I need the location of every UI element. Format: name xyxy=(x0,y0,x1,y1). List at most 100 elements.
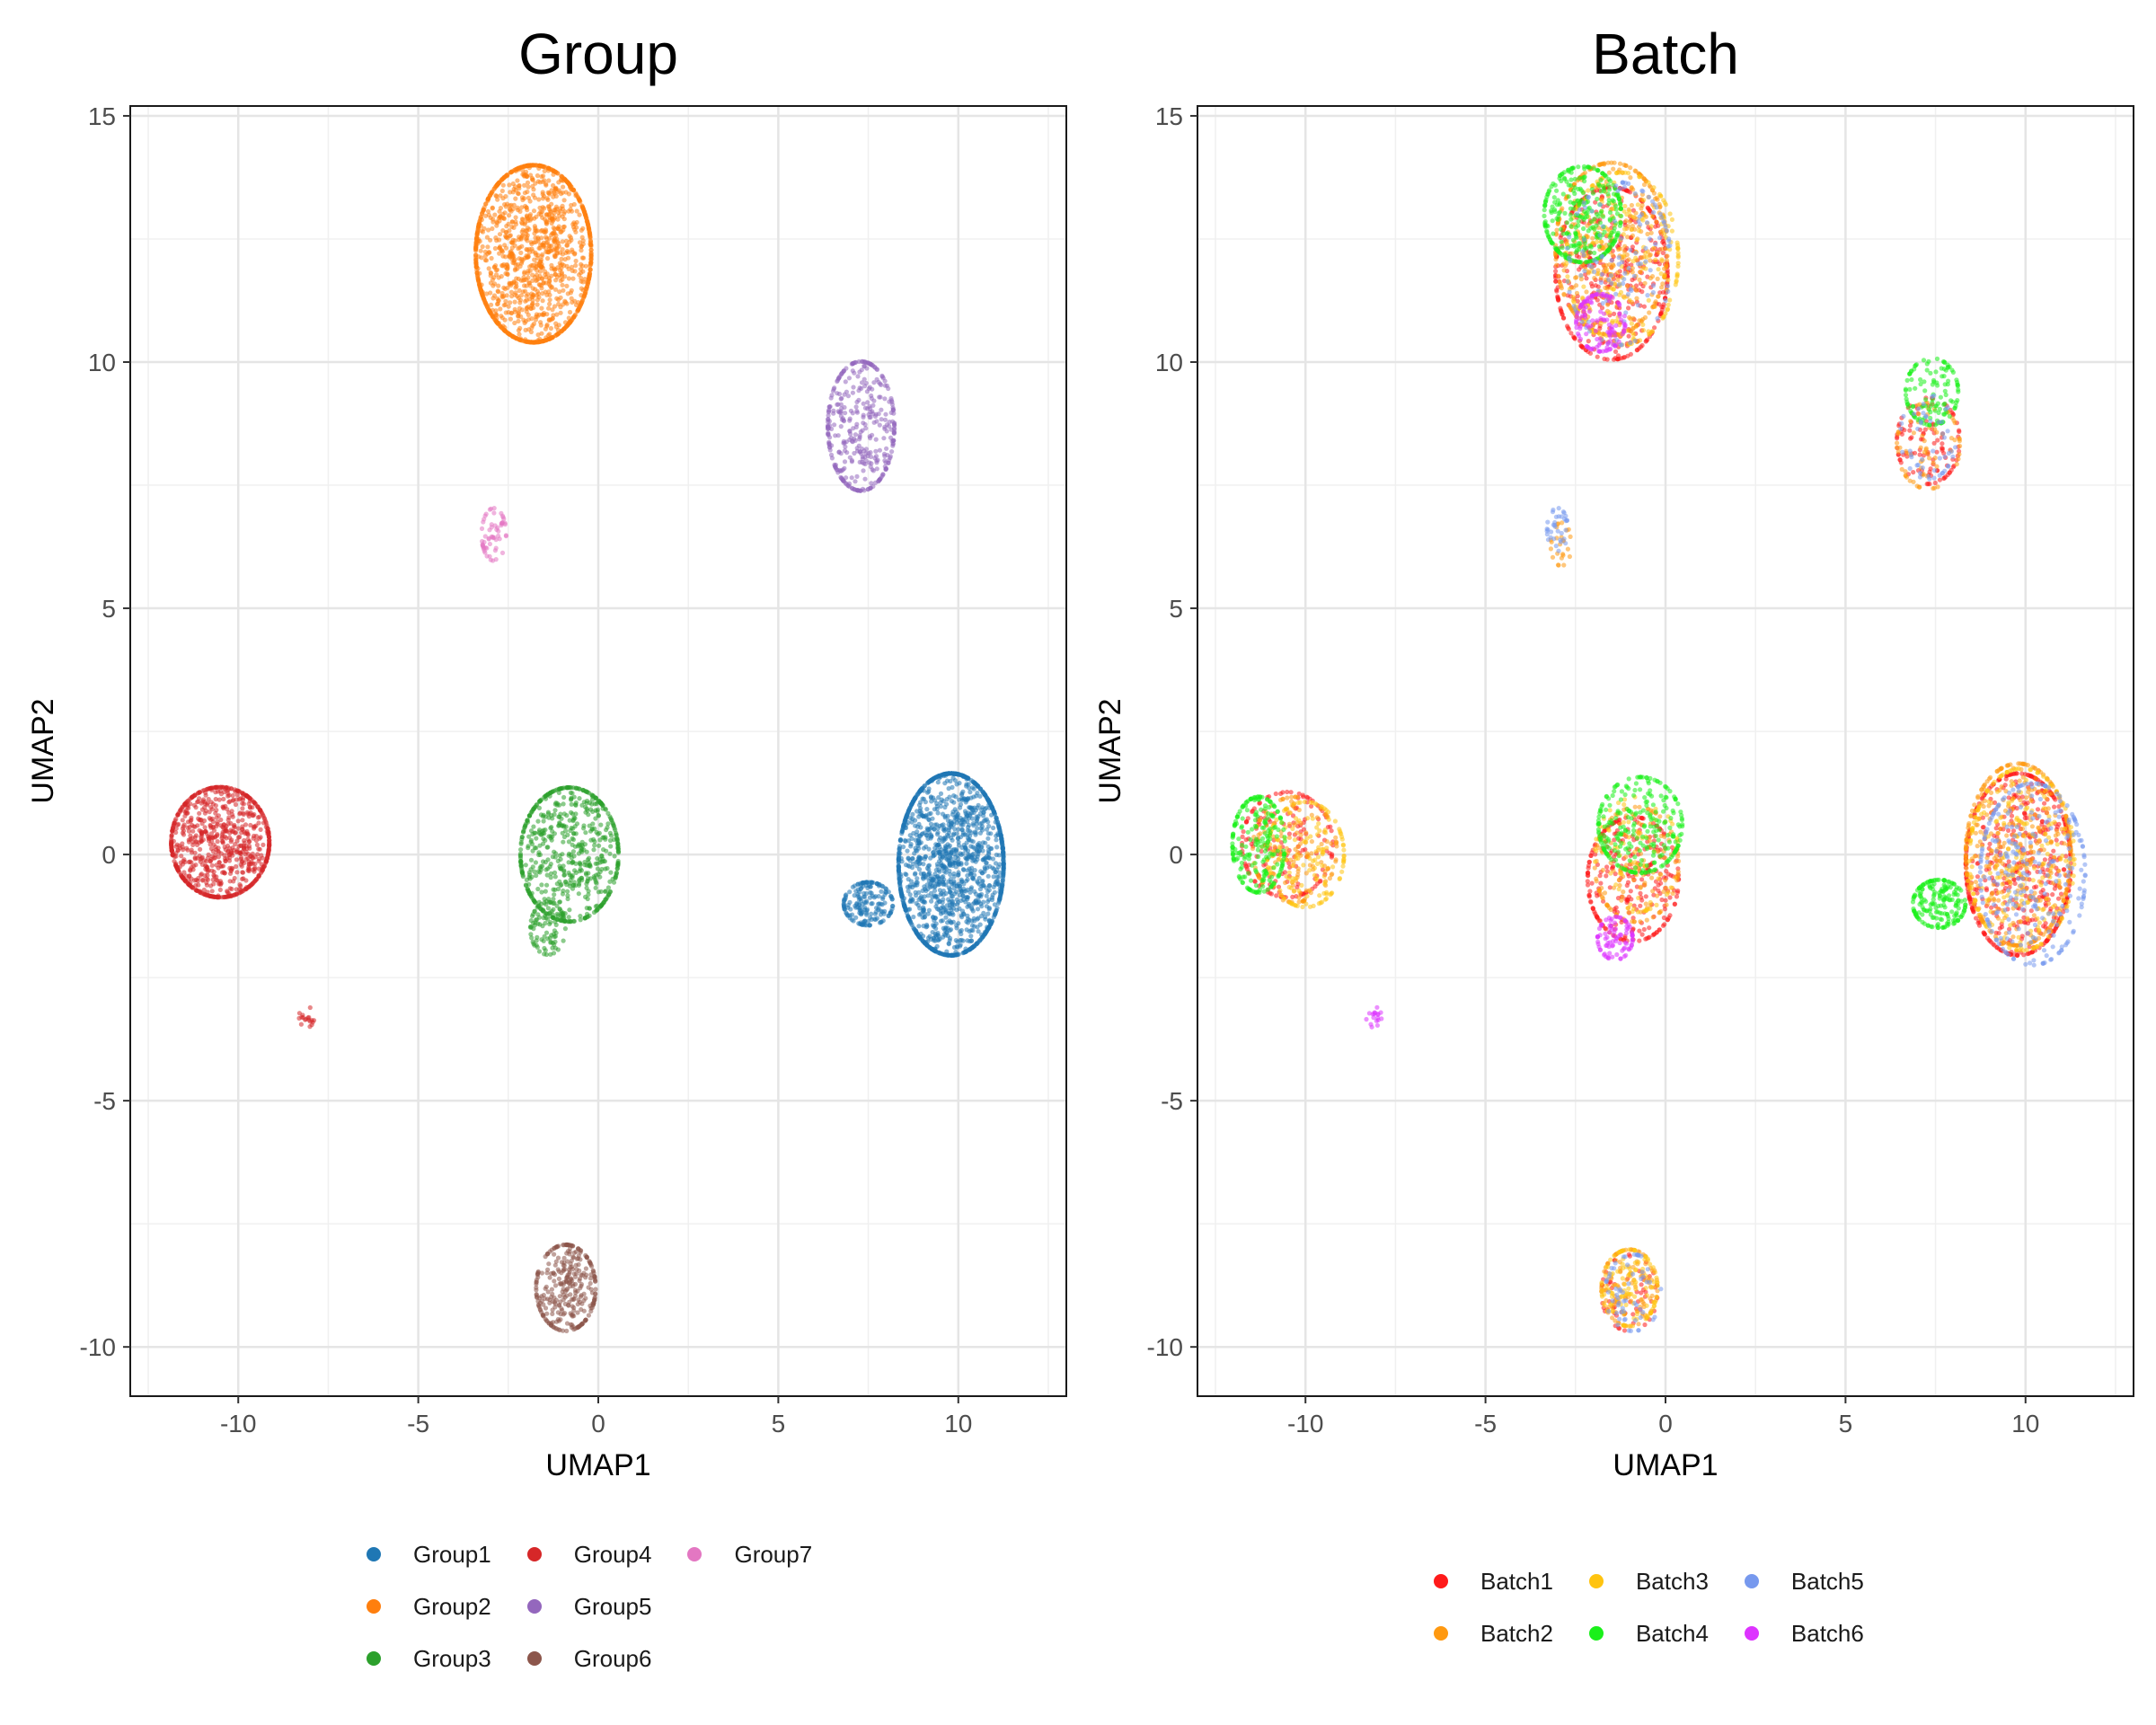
point xyxy=(845,902,851,908)
point xyxy=(943,924,949,931)
point xyxy=(949,907,954,913)
point xyxy=(560,214,565,219)
point xyxy=(487,193,492,199)
point xyxy=(187,825,192,830)
point xyxy=(209,889,215,894)
point xyxy=(993,911,998,917)
point xyxy=(926,818,932,823)
point xyxy=(266,829,271,836)
point xyxy=(224,894,229,899)
point xyxy=(941,904,946,910)
point xyxy=(951,771,957,776)
point xyxy=(937,854,943,860)
point xyxy=(946,897,951,902)
point xyxy=(266,850,271,855)
point xyxy=(218,817,224,823)
point xyxy=(935,780,941,785)
point xyxy=(973,859,978,864)
point xyxy=(607,889,613,895)
point xyxy=(517,186,522,191)
point xyxy=(857,902,862,907)
point xyxy=(543,930,550,935)
point xyxy=(997,830,1003,836)
point xyxy=(972,924,977,929)
point xyxy=(533,860,539,865)
point xyxy=(950,898,956,905)
point xyxy=(230,798,235,803)
point xyxy=(260,868,265,873)
point xyxy=(552,210,557,216)
point xyxy=(476,279,482,284)
point xyxy=(870,901,875,907)
point xyxy=(941,864,947,870)
point xyxy=(975,907,981,912)
point xyxy=(863,910,870,916)
point xyxy=(473,240,479,246)
point xyxy=(983,840,988,845)
point xyxy=(570,299,575,305)
point xyxy=(976,814,981,819)
point xyxy=(233,801,238,808)
point xyxy=(586,812,591,818)
point xyxy=(206,786,211,792)
point xyxy=(923,942,929,947)
point xyxy=(975,818,980,823)
point xyxy=(481,207,486,212)
point xyxy=(595,903,600,908)
point xyxy=(550,912,556,917)
point xyxy=(849,475,854,481)
point xyxy=(180,818,185,823)
point xyxy=(541,243,546,249)
point xyxy=(255,815,261,820)
point xyxy=(522,283,527,288)
point xyxy=(549,201,554,207)
point xyxy=(949,920,954,925)
point xyxy=(925,886,931,892)
point xyxy=(543,860,548,865)
point xyxy=(546,815,552,820)
point xyxy=(989,918,994,924)
point xyxy=(240,876,245,882)
point xyxy=(964,927,969,933)
point xyxy=(558,786,563,792)
point xyxy=(499,188,505,194)
point xyxy=(583,871,589,876)
point xyxy=(569,264,575,270)
point xyxy=(584,881,589,887)
point xyxy=(1000,882,1005,888)
point xyxy=(535,268,540,273)
point xyxy=(941,880,946,885)
point xyxy=(973,782,978,787)
point xyxy=(528,857,535,862)
point xyxy=(251,836,256,841)
point xyxy=(986,854,992,861)
point xyxy=(536,831,543,836)
point xyxy=(896,855,902,862)
point xyxy=(561,863,566,869)
point xyxy=(539,235,544,241)
point xyxy=(175,848,181,854)
point xyxy=(869,911,874,916)
point xyxy=(212,873,217,880)
point xyxy=(524,309,529,314)
point xyxy=(915,882,920,888)
point xyxy=(186,837,191,843)
point xyxy=(544,323,550,329)
point xyxy=(558,856,563,862)
point xyxy=(587,272,592,278)
point xyxy=(508,316,514,322)
point xyxy=(537,205,543,210)
point xyxy=(507,213,512,218)
point xyxy=(567,784,573,791)
point xyxy=(961,867,967,872)
point xyxy=(923,924,929,930)
point xyxy=(608,844,614,849)
point xyxy=(867,895,873,900)
point xyxy=(965,895,970,900)
point xyxy=(493,319,499,324)
point xyxy=(551,951,557,956)
point xyxy=(540,196,546,201)
point xyxy=(903,825,908,830)
point xyxy=(256,820,261,826)
point xyxy=(530,297,535,303)
